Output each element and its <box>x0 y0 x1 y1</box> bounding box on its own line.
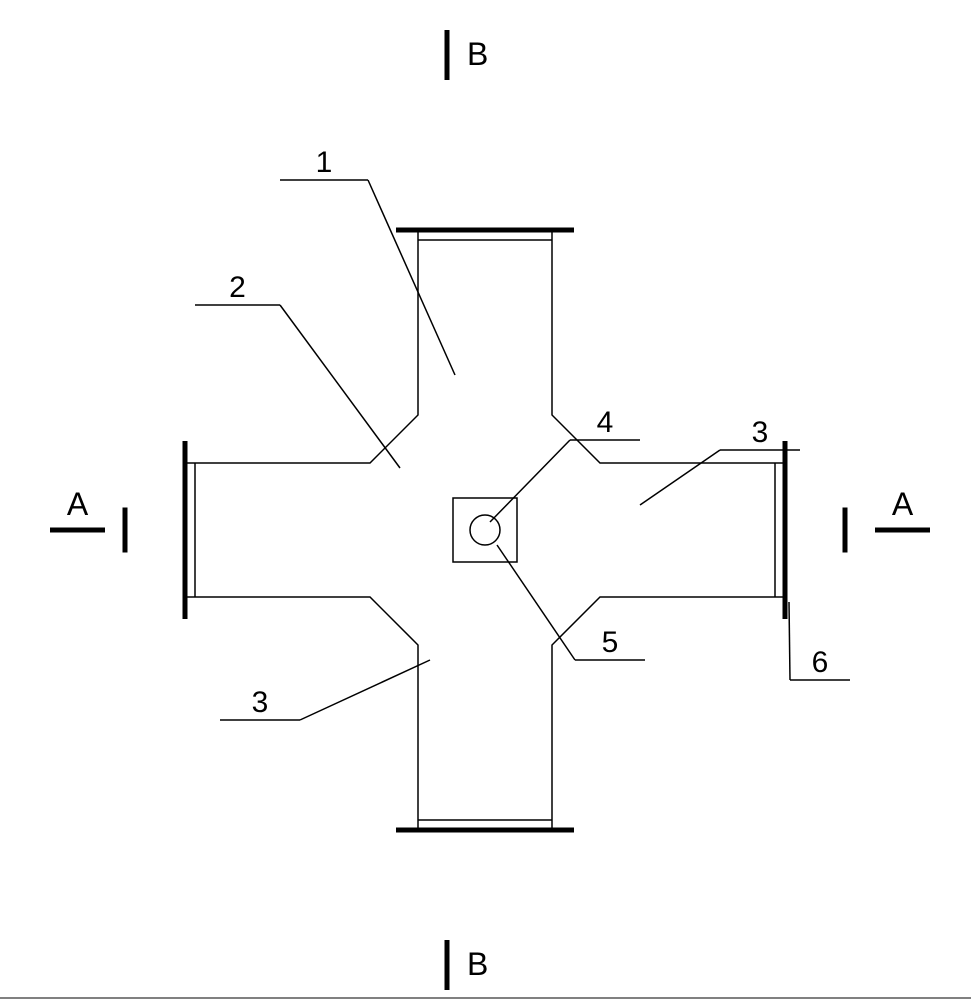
leader-3_lower <box>300 660 430 720</box>
cross-outline <box>185 230 785 830</box>
leader-3_upper <box>640 450 720 505</box>
leader-6 <box>789 602 790 680</box>
leader-1 <box>368 180 455 375</box>
label-3_upper: 3 <box>752 416 769 449</box>
label-4: 4 <box>597 406 614 439</box>
technical-drawing-svg: A A B B 1 2 4 5 6 3 3 <box>0 0 971 1000</box>
label-5: 5 <box>602 626 619 659</box>
label-6: 6 <box>812 646 829 679</box>
label-1: 1 <box>316 146 333 179</box>
leader-4 <box>490 440 570 522</box>
leader-2 <box>280 305 400 468</box>
section-label-a-left: A <box>67 486 89 522</box>
center-square <box>453 498 517 562</box>
leader-5 <box>497 545 575 660</box>
section-label-b-top: B <box>467 36 488 72</box>
center-circle <box>470 515 500 545</box>
label-3_lower: 3 <box>252 686 269 719</box>
label-2: 2 <box>229 271 246 304</box>
section-label-a-right: A <box>892 486 914 522</box>
section-label-b-bottom: B <box>467 946 488 982</box>
diagram-container: A A B B 1 2 4 5 6 3 3 <box>0 0 971 1000</box>
